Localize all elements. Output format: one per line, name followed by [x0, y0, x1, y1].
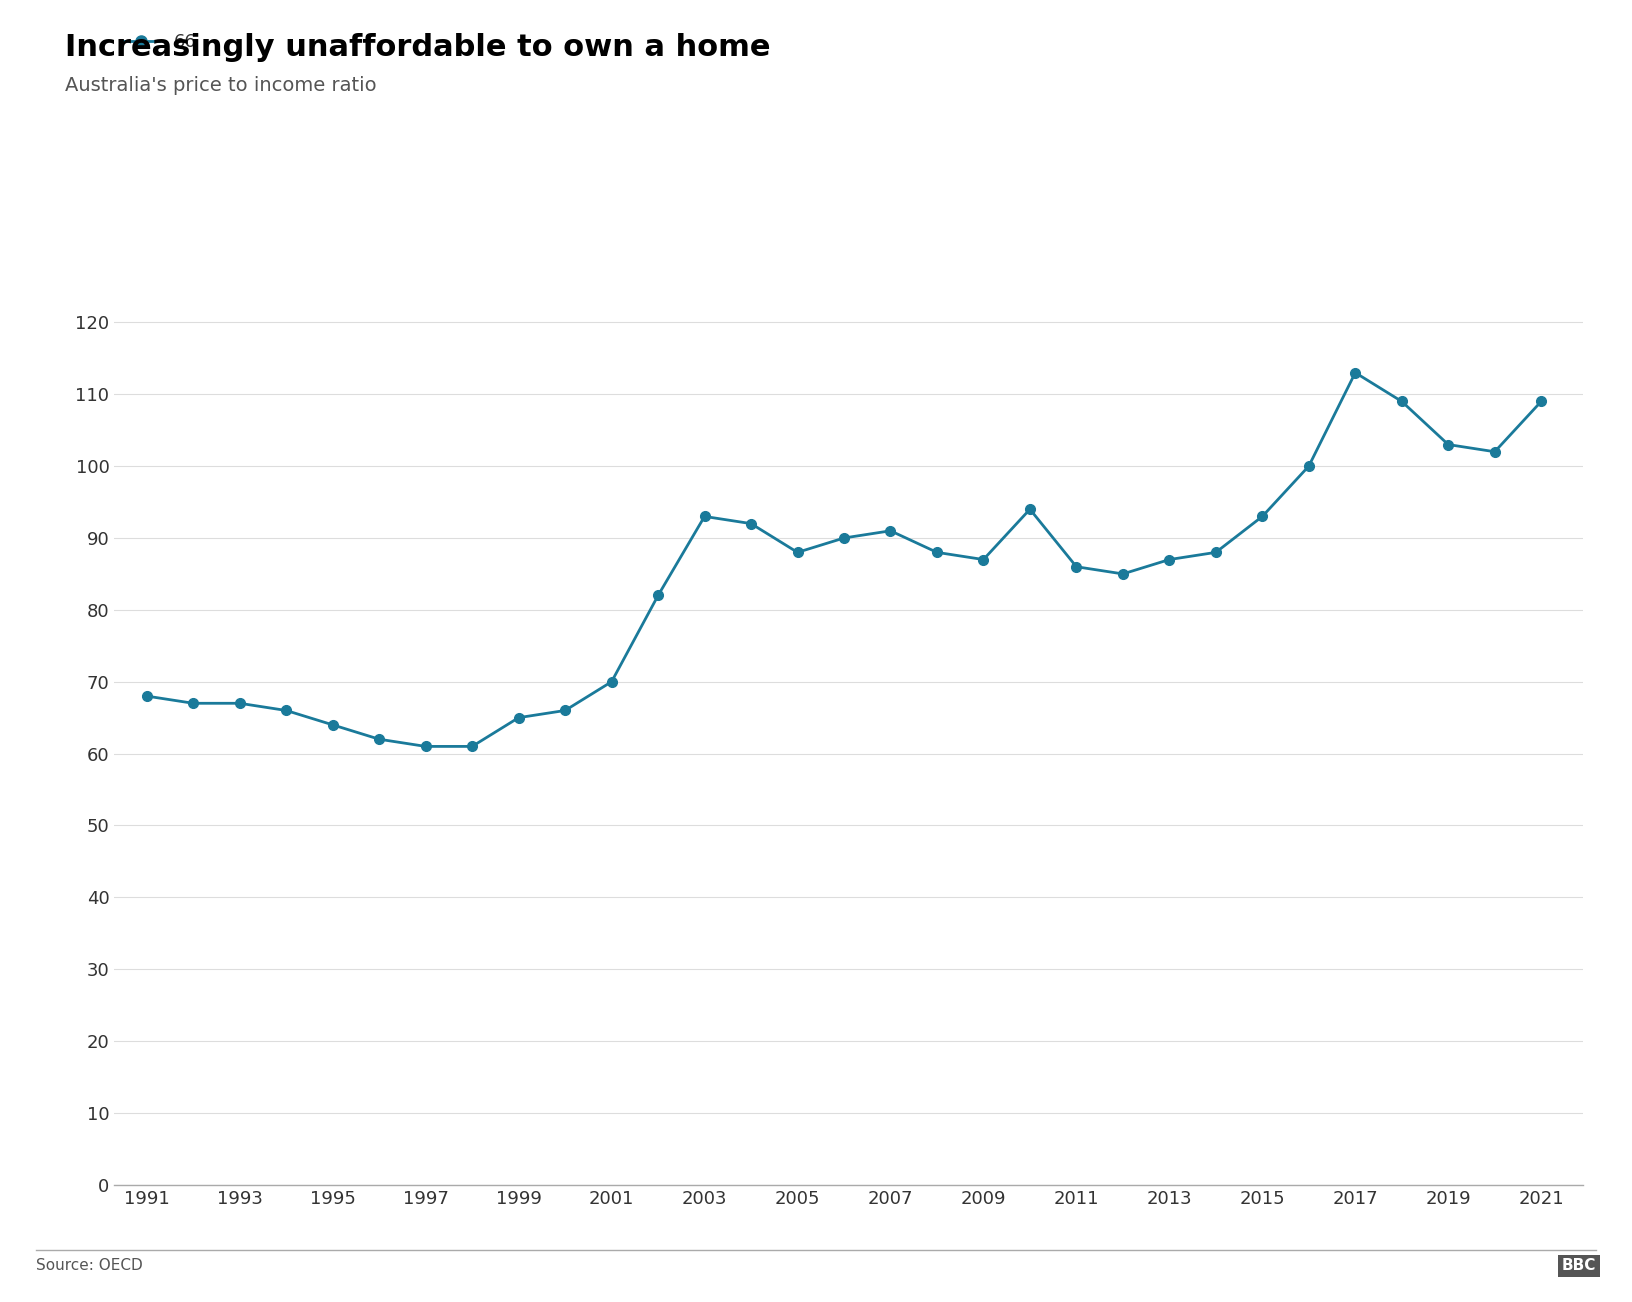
Text: Australia's price to income ratio: Australia's price to income ratio [65, 76, 377, 95]
Text: Source: OECD: Source: OECD [36, 1258, 142, 1273]
Text: Increasingly unaffordable to own a home: Increasingly unaffordable to own a home [65, 33, 770, 61]
Legend: 66: 66 [116, 26, 204, 59]
Text: BBC: BBC [1562, 1258, 1596, 1273]
